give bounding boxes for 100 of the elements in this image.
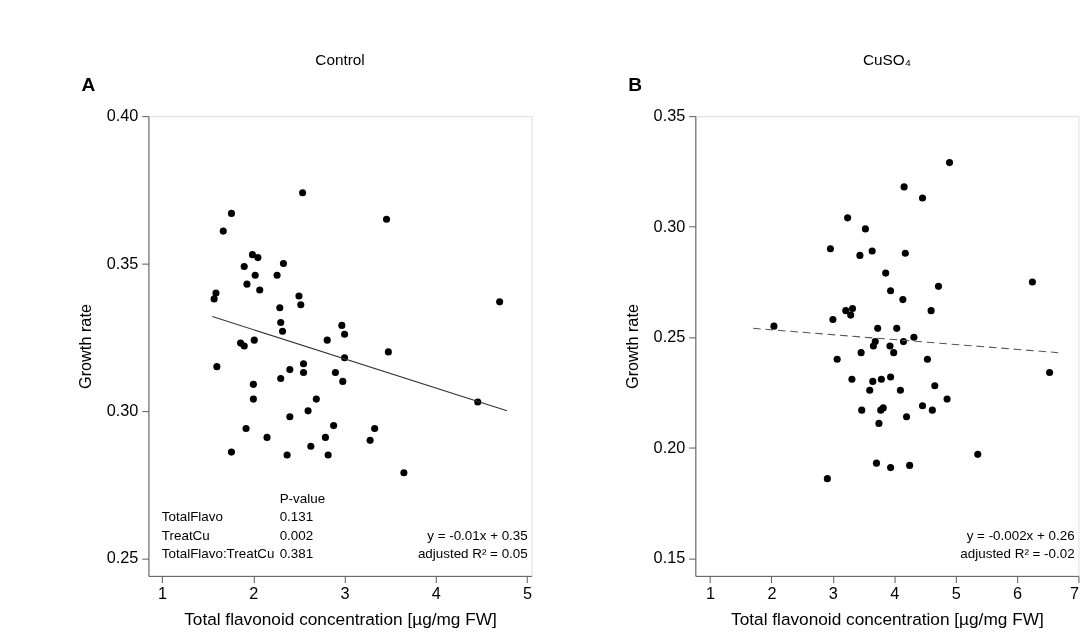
point [227,448,236,456]
point [496,298,504,306]
y-tick-label: 0.20 [653,437,686,456]
point [910,333,918,341]
point [243,280,251,288]
point [278,327,287,335]
annotation: 0.002 [279,527,314,543]
point [861,225,869,233]
point [842,307,850,315]
x-tick-label: 3 [828,584,838,603]
point [273,271,281,279]
point [943,395,951,403]
y-tick-label: 0.30 [653,216,686,235]
point [847,311,855,319]
point [1028,278,1036,286]
point [858,406,866,414]
point [297,301,305,309]
point [887,464,895,472]
y-tick-label: 0.25 [653,327,686,346]
point [400,469,408,477]
point [934,282,943,290]
point [312,395,320,403]
point [918,194,927,202]
point [242,425,250,433]
x-tick-label: 3 [340,584,350,603]
annotation: y = -0.01x + 0.35 [427,527,528,543]
point [882,269,890,277]
x-tick-label: 4 [431,584,441,603]
point [857,349,865,357]
point [213,363,221,371]
point [856,251,864,259]
point [844,214,852,222]
point [887,287,895,295]
y-axis-title: Growth rate [76,304,95,389]
x-tick-label: 5 [951,584,961,603]
y-tick-label: 0.30 [106,401,139,420]
point [299,189,307,197]
point [307,442,315,450]
point [833,355,841,363]
point [826,245,834,253]
point [918,402,927,410]
point [240,262,248,270]
point [875,419,883,427]
point [899,296,907,304]
point [869,377,877,385]
y-tick-label: 0.40 [106,106,139,125]
point [382,215,391,223]
point [893,324,901,332]
annotation: adjusted R² = 0.05 [417,545,528,561]
point [890,349,898,357]
point [903,413,911,421]
point [945,159,954,167]
chart-title: Control [315,51,365,69]
annotation: TotalFlavo:TreatCu [161,545,275,561]
point [263,433,271,441]
point [823,475,831,483]
x-tick-label: 4 [890,584,900,603]
text: A [81,74,96,96]
annotation: 0.131 [279,509,314,525]
y-tick-label: 0.15 [653,548,686,567]
annotation: adjusted R² = -0.02 [960,545,1075,561]
annotation: y = -0.002x + 0.26 [966,527,1075,543]
point [254,254,262,262]
point [899,338,908,346]
x-tick-label: 2 [767,584,777,603]
point [1046,369,1054,377]
point [279,259,288,268]
point [256,286,264,294]
point [366,436,374,444]
point [339,377,347,385]
point [848,304,857,312]
point [286,413,294,421]
point [248,251,256,259]
point [277,374,285,382]
point [321,433,329,441]
point [927,307,935,315]
x-axis-title: Total flavonoid concentration [µg/mg FW] [184,609,497,630]
y-tick-label: 0.35 [106,253,139,272]
point [371,425,379,433]
point [304,407,312,415]
point [829,315,837,324]
chart-title: CuSO₄ [862,51,911,69]
point [299,369,308,377]
point [331,369,339,377]
point [868,247,876,255]
point [871,338,879,346]
point [900,183,908,191]
point [227,209,236,217]
x-tick-label: 1 [706,584,716,603]
point [338,321,346,329]
x-tick-label: 7 [1069,584,1079,603]
point [886,342,894,350]
point [250,336,258,344]
annotation: TreatCu [161,527,210,543]
point [330,422,338,430]
point [974,450,982,458]
y-axis-title: Growth rate [623,304,642,389]
point [906,461,914,469]
point [286,366,294,374]
point [872,459,881,467]
